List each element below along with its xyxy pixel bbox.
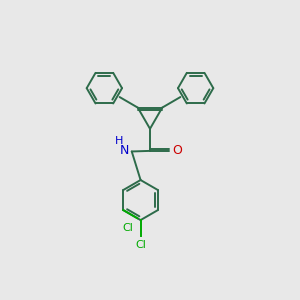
Text: N: N xyxy=(120,144,129,158)
Text: Cl: Cl xyxy=(135,240,146,250)
Text: H: H xyxy=(115,136,124,146)
Text: O: O xyxy=(172,144,182,158)
Text: Cl: Cl xyxy=(123,223,134,232)
